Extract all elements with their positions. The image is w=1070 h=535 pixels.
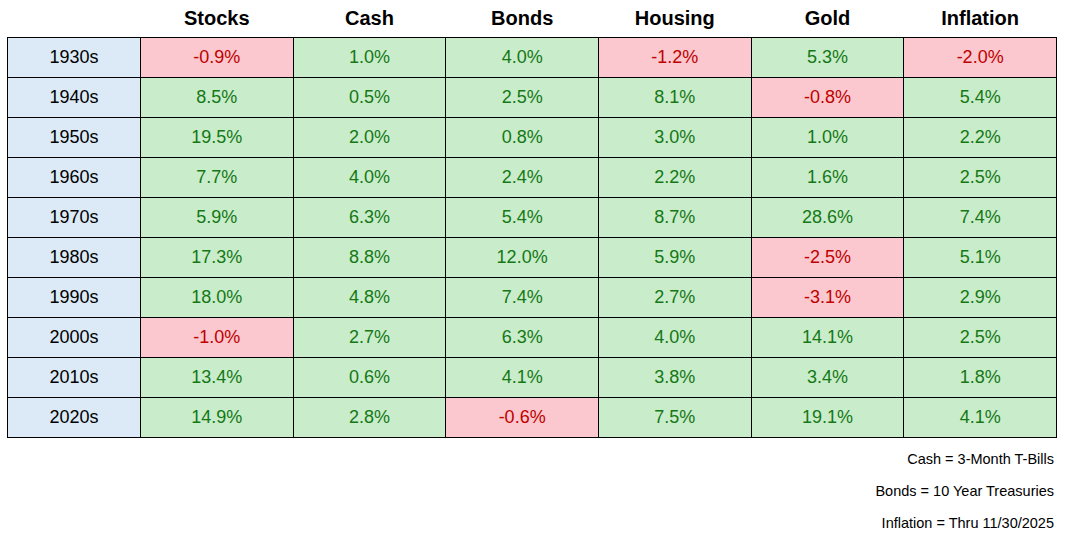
value-cell: 5.9% [141, 198, 294, 238]
value-cell: 2.5% [446, 78, 599, 118]
value-cell: 7.4% [446, 278, 599, 318]
value-cell: 1.8% [904, 358, 1057, 398]
value-cell: 4.0% [598, 318, 751, 358]
column-header-bonds: Bonds [446, 0, 599, 38]
value-cell: 2.7% [598, 278, 751, 318]
value-cell: 2.4% [446, 158, 599, 198]
decade-label: 1960s [8, 158, 141, 198]
table-row: 1990s18.0%4.8%7.4%2.7%-3.1%2.9% [8, 278, 1057, 318]
decade-label: 1940s [8, 78, 141, 118]
footnote-inflation: Inflation = Thru 11/30/2025 [875, 507, 1054, 535]
column-header-cash: Cash [293, 0, 446, 38]
value-cell: -2.5% [751, 238, 904, 278]
value-cell: 17.3% [141, 238, 294, 278]
column-header-inflation: Inflation [904, 0, 1057, 38]
value-cell: 5.9% [598, 238, 751, 278]
value-cell: 5.1% [904, 238, 1057, 278]
value-cell: 4.0% [446, 38, 599, 78]
value-cell: 0.8% [446, 118, 599, 158]
table-row: 2010s13.4%0.6%4.1%3.8%3.4%1.8% [8, 358, 1057, 398]
decade-label: 2020s [8, 398, 141, 438]
value-cell: 19.1% [751, 398, 904, 438]
value-cell: 13.4% [141, 358, 294, 398]
footnote-cash: Cash = 3-Month T-Bills [875, 443, 1054, 475]
table-row: 1950s19.5%2.0%0.8%3.0%1.0%2.2% [8, 118, 1057, 158]
value-cell: 28.6% [751, 198, 904, 238]
decade-label: 2010s [8, 358, 141, 398]
value-cell: 18.0% [141, 278, 294, 318]
value-cell: 2.2% [904, 118, 1057, 158]
value-cell: 8.7% [598, 198, 751, 238]
value-cell: 2.5% [904, 318, 1057, 358]
value-cell: 4.1% [446, 358, 599, 398]
value-cell: 14.9% [141, 398, 294, 438]
decade-label: 1990s [8, 278, 141, 318]
table-row: 1960s7.7%4.0%2.4%2.2%1.6%2.5% [8, 158, 1057, 198]
value-cell: 3.8% [598, 358, 751, 398]
value-cell: 5.4% [904, 78, 1057, 118]
value-cell: -3.1% [751, 278, 904, 318]
value-cell: 1.0% [751, 118, 904, 158]
column-header-stocks: Stocks [141, 0, 294, 38]
decade-label: 1950s [8, 118, 141, 158]
asset-returns-table: StocksCashBondsHousingGoldInflation 1930… [7, 0, 1057, 438]
decade-label: 1980s [8, 238, 141, 278]
value-cell: 19.5% [141, 118, 294, 158]
table-row: 1930s-0.9%1.0%4.0%-1.2%5.3%-2.0% [8, 38, 1057, 78]
value-cell: 3.0% [598, 118, 751, 158]
value-cell: 1.0% [293, 38, 446, 78]
corner-cell [8, 0, 141, 38]
value-cell: -2.0% [904, 38, 1057, 78]
value-cell: 4.8% [293, 278, 446, 318]
value-cell: -0.8% [751, 78, 904, 118]
column-header-gold: Gold [751, 0, 904, 38]
value-cell: 7.4% [904, 198, 1057, 238]
column-header-housing: Housing [598, 0, 751, 38]
value-cell: 4.0% [293, 158, 446, 198]
returns-table-container: StocksCashBondsHousingGoldInflation 1930… [0, 0, 1070, 535]
table-row: 1970s5.9%6.3%5.4%8.7%28.6%7.4% [8, 198, 1057, 238]
table-row: 1940s8.5%0.5%2.5%8.1%-0.8%5.4% [8, 78, 1057, 118]
value-cell: 12.0% [446, 238, 599, 278]
value-cell: 8.5% [141, 78, 294, 118]
value-cell: 2.9% [904, 278, 1057, 318]
value-cell: 5.3% [751, 38, 904, 78]
value-cell: 5.4% [446, 198, 599, 238]
value-cell: 8.8% [293, 238, 446, 278]
decade-label: 1930s [8, 38, 141, 78]
table-row: 2020s14.9%2.8%-0.6%7.5%19.1%4.1% [8, 398, 1057, 438]
value-cell: 7.7% [141, 158, 294, 198]
decade-label: 2000s [8, 318, 141, 358]
value-cell: 1.6% [751, 158, 904, 198]
table-body: 1930s-0.9%1.0%4.0%-1.2%5.3%-2.0%1940s8.5… [8, 38, 1057, 438]
value-cell: 3.4% [751, 358, 904, 398]
value-cell: 0.5% [293, 78, 446, 118]
value-cell: 4.1% [904, 398, 1057, 438]
value-cell: 6.3% [293, 198, 446, 238]
table-row: 1980s17.3%8.8%12.0%5.9%-2.5%5.1% [8, 238, 1057, 278]
value-cell: 2.5% [904, 158, 1057, 198]
value-cell: 8.1% [598, 78, 751, 118]
value-cell: -0.9% [141, 38, 294, 78]
header-row: StocksCashBondsHousingGoldInflation [8, 0, 1057, 38]
value-cell: -1.0% [141, 318, 294, 358]
value-cell: 0.6% [293, 358, 446, 398]
footnote-bonds: Bonds = 10 Year Treasuries [875, 475, 1054, 507]
value-cell: 7.5% [598, 398, 751, 438]
footnotes: Cash = 3-Month T-Bills Bonds = 10 Year T… [875, 443, 1054, 535]
table-row: 2000s-1.0%2.7%6.3%4.0%14.1%2.5% [8, 318, 1057, 358]
value-cell: -1.2% [598, 38, 751, 78]
value-cell: 2.0% [293, 118, 446, 158]
value-cell: 2.8% [293, 398, 446, 438]
value-cell: 2.7% [293, 318, 446, 358]
value-cell: 6.3% [446, 318, 599, 358]
value-cell: 2.2% [598, 158, 751, 198]
value-cell: 14.1% [751, 318, 904, 358]
value-cell: -0.6% [446, 398, 599, 438]
decade-label: 1970s [8, 198, 141, 238]
